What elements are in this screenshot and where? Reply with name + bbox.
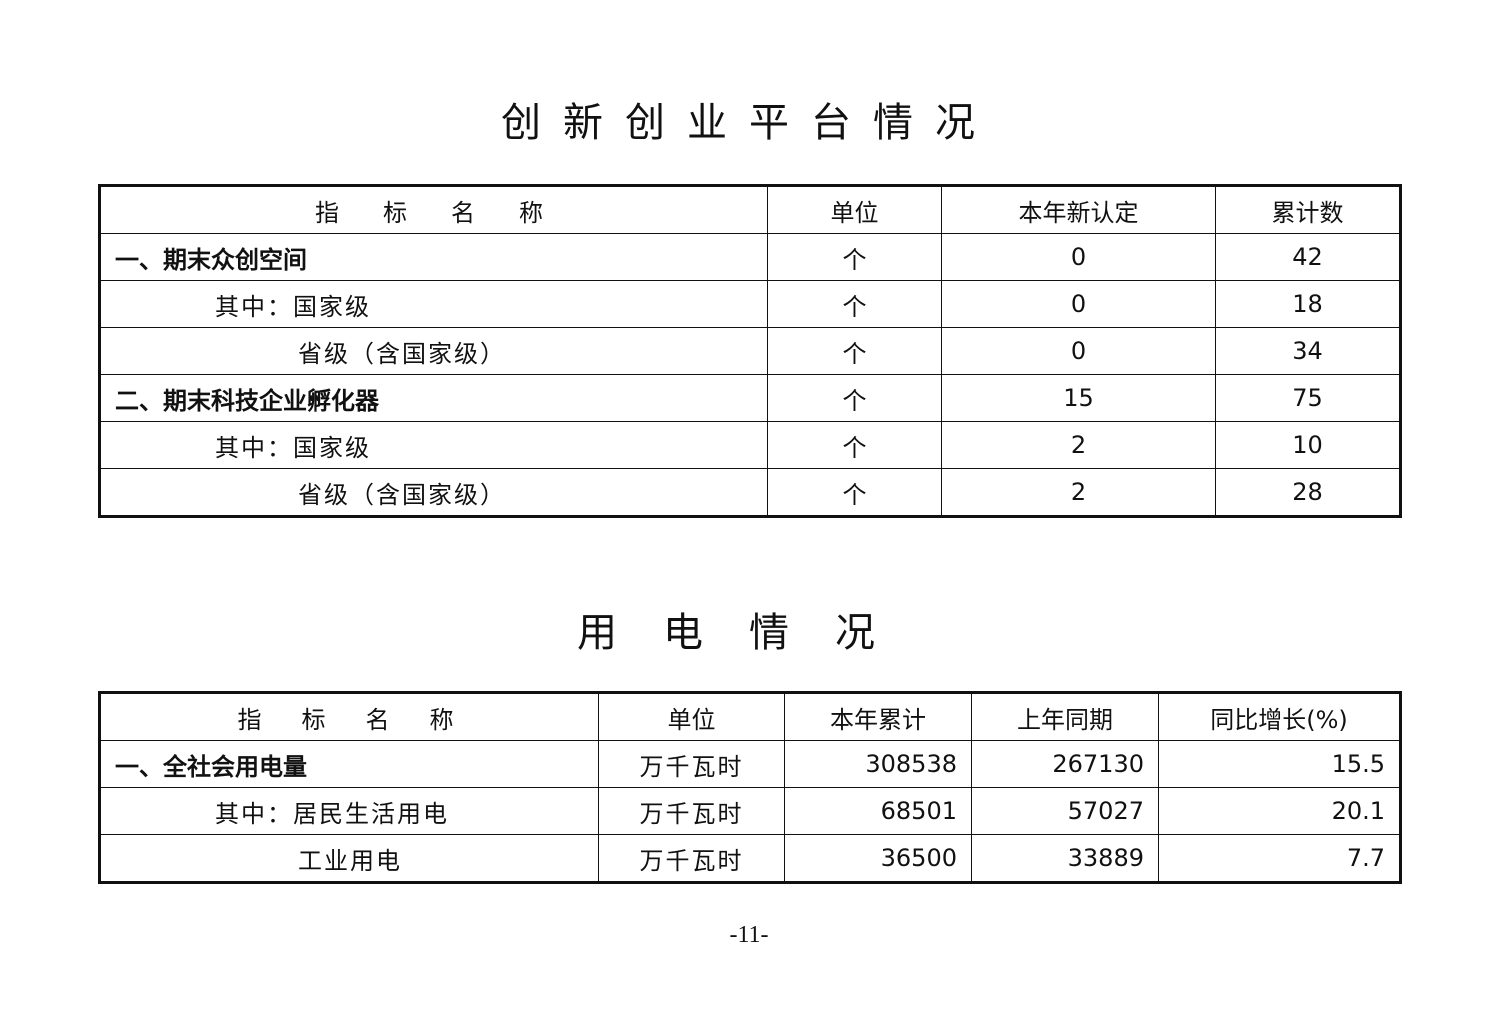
row-new: 15 xyxy=(941,374,1216,422)
row-growth: 7.7 xyxy=(1158,834,1401,883)
row-unit: 万千瓦时 xyxy=(598,740,785,788)
row-total: 75 xyxy=(1215,374,1401,422)
innovation-platform-table: 指 标 名 称 单位 本年新认定 累计数 一、期末众创空间 个 0 42 其中：… xyxy=(98,184,1402,518)
table-row: 其中：国家级 个 2 10 xyxy=(99,421,1401,469)
header-cell: 单位 xyxy=(598,692,785,741)
table-row: 二、期末科技企业孵化器 个 15 75 xyxy=(99,374,1401,422)
row-name: 工业用电 xyxy=(99,834,599,883)
table-row: 其中：居民生活用电 万千瓦时 68501 57027 20.1 xyxy=(99,787,1401,835)
row-name: 其中：国家级 xyxy=(99,280,768,328)
row-new: 0 xyxy=(941,280,1216,328)
row-name: 其中：国家级 xyxy=(99,421,768,469)
row-name: 省级（含国家级） xyxy=(99,327,768,375)
row-previous: 33889 xyxy=(971,834,1159,883)
header-cell: 单位 xyxy=(767,185,942,234)
row-name: 省级（含国家级） xyxy=(99,468,768,517)
row-name: 二、期末科技企业孵化器 xyxy=(99,374,768,422)
row-unit: 个 xyxy=(767,374,942,422)
row-unit: 个 xyxy=(767,468,942,517)
row-name: 其中：居民生活用电 xyxy=(99,787,599,835)
row-unit: 个 xyxy=(767,233,942,281)
row-unit: 万千瓦时 xyxy=(598,787,785,835)
row-new: 2 xyxy=(941,421,1216,469)
header-cell: 本年新认定 xyxy=(941,185,1216,234)
row-growth: 20.1 xyxy=(1158,787,1401,835)
row-current: 68501 xyxy=(784,787,972,835)
section-title-innovation: 创新创业平台情况 xyxy=(501,100,997,146)
table-row: 一、期末众创空间 个 0 42 xyxy=(99,233,1401,281)
header-cell: 上年同期 xyxy=(971,692,1159,741)
table-header-row: 指 标 名 称 单位 本年累计 上年同期 同比增长(%) xyxy=(99,692,1401,741)
row-new: 0 xyxy=(941,327,1216,375)
electricity-usage-table: 指 标 名 称 单位 本年累计 上年同期 同比增长(%) 一、全社会用电量 万千… xyxy=(98,691,1402,884)
row-total: 10 xyxy=(1215,421,1401,469)
table-row: 省级（含国家级） 个 0 34 xyxy=(99,327,1401,375)
row-current: 308538 xyxy=(784,740,972,788)
page-number: -11- xyxy=(729,922,769,948)
row-name: 一、期末众创空间 xyxy=(99,233,768,281)
row-total: 34 xyxy=(1215,327,1401,375)
row-unit: 万千瓦时 xyxy=(598,834,785,883)
row-unit: 个 xyxy=(767,280,942,328)
table-row: 省级（含国家级） 个 2 28 xyxy=(99,468,1401,517)
row-previous: 267130 xyxy=(971,740,1159,788)
table-header-row: 指 标 名 称 单位 本年新认定 累计数 xyxy=(99,185,1401,234)
header-cell: 指 标 名 称 xyxy=(99,185,768,234)
row-total: 42 xyxy=(1215,233,1401,281)
table-row: 一、全社会用电量 万千瓦时 308538 267130 15.5 xyxy=(99,740,1401,788)
row-unit: 个 xyxy=(767,421,942,469)
table-row: 工业用电 万千瓦时 36500 33889 7.7 xyxy=(99,834,1401,883)
header-cell: 累计数 xyxy=(1215,185,1401,234)
row-new: 2 xyxy=(941,468,1216,517)
row-unit: 个 xyxy=(767,327,942,375)
header-cell: 指 标 名 称 xyxy=(99,692,599,741)
row-name: 一、全社会用电量 xyxy=(99,740,599,788)
section-title-electricity: 用电情况 xyxy=(577,610,921,656)
row-total: 28 xyxy=(1215,468,1401,517)
row-total: 18 xyxy=(1215,280,1401,328)
row-previous: 57027 xyxy=(971,787,1159,835)
table-row: 其中：国家级 个 0 18 xyxy=(99,280,1401,328)
header-cell: 同比增长(%) xyxy=(1158,692,1401,741)
row-new: 0 xyxy=(941,233,1216,281)
row-current: 36500 xyxy=(784,834,972,883)
row-growth: 15.5 xyxy=(1158,740,1401,788)
header-cell: 本年累计 xyxy=(784,692,972,741)
